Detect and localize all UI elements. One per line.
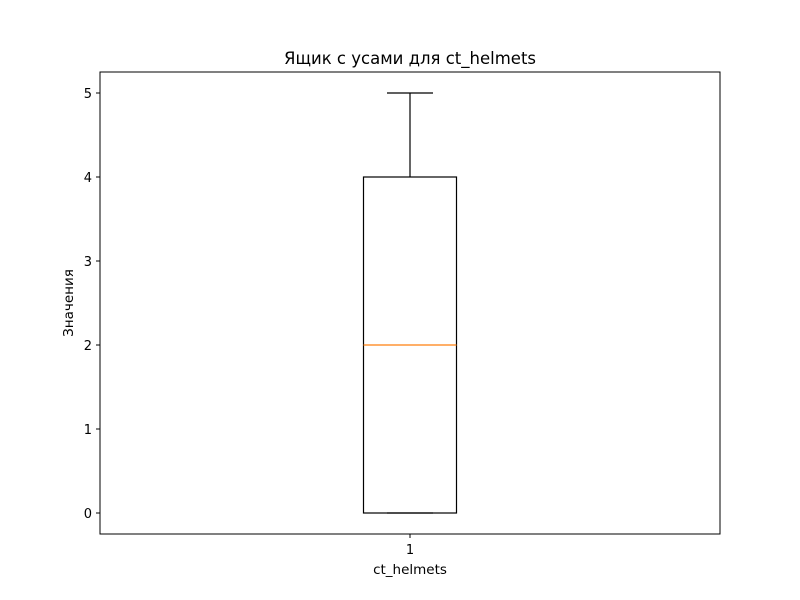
plot-frame [99,71,721,535]
y-tick-label: 2 [84,339,92,354]
x-tick-label: 1 [406,543,414,558]
y-tick-label: 0 [84,507,92,522]
y-tick-label: 3 [84,255,92,270]
y-tick-label: 4 [84,171,92,186]
x-axis-label: ct_helmets [373,562,447,578]
plot-area: 0 1 2 3 4 5 1 [84,87,458,558]
chart-title: Ящик с усами для ct_helmets [284,49,536,69]
y-axis-label: Значения [61,269,77,337]
y-tick-label: 1 [84,423,92,438]
y-tick-label: 5 [84,87,92,102]
